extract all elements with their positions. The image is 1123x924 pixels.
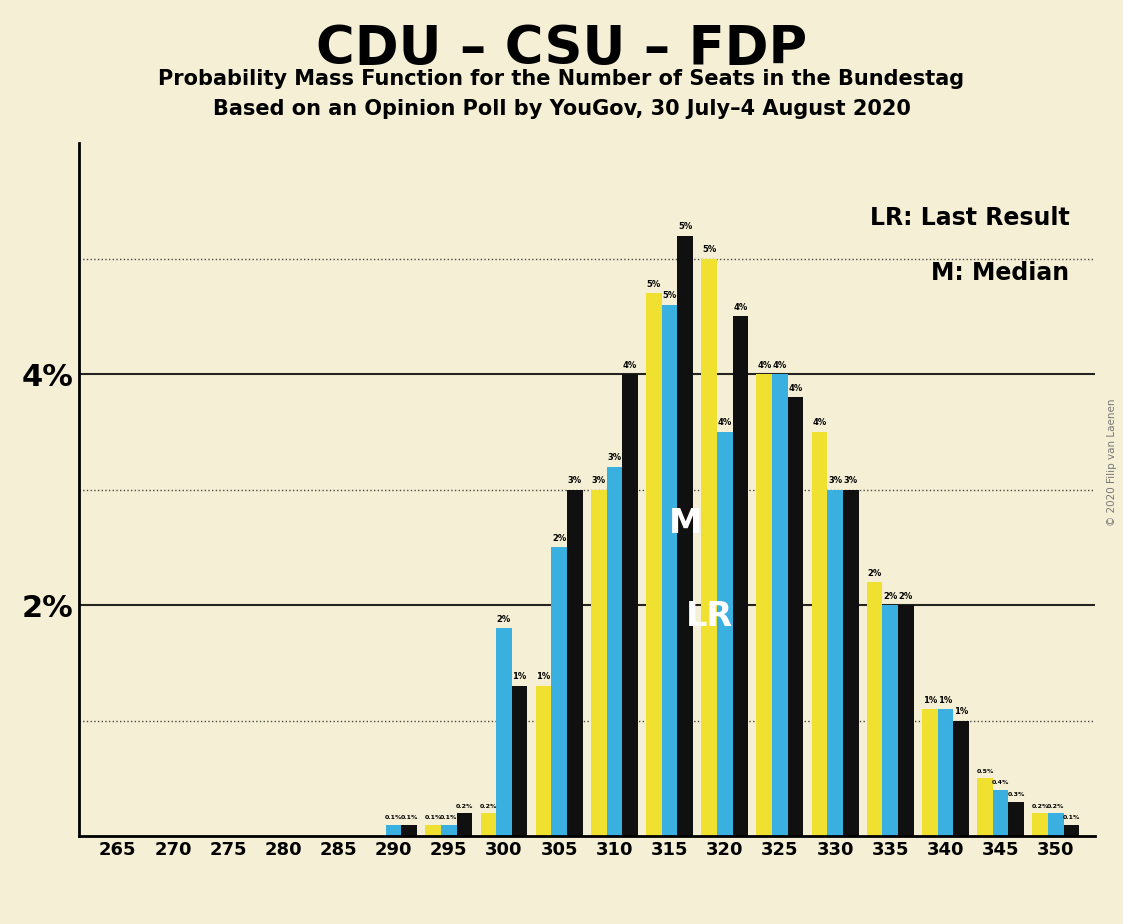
Bar (898, 605, 914, 836)
Text: 4%: 4% (812, 419, 827, 427)
Text: Based on an Opinion Poll by YouGov, 30 July–4 August 2020: Based on an Opinion Poll by YouGov, 30 J… (212, 99, 911, 119)
Bar (938, 710, 953, 836)
Bar (953, 721, 969, 836)
Bar (812, 432, 828, 836)
Bar (1048, 813, 1063, 836)
Bar (622, 374, 638, 836)
Bar (1063, 825, 1079, 836)
Text: 1%: 1% (939, 696, 952, 705)
Text: 2%: 2% (868, 568, 882, 578)
Bar (867, 582, 883, 836)
Text: M: Median: M: Median (931, 261, 1069, 285)
Text: 5%: 5% (647, 280, 661, 288)
Bar (773, 374, 787, 836)
Text: 3%: 3% (608, 453, 621, 462)
Bar (716, 432, 732, 836)
Text: 4%: 4% (623, 360, 637, 370)
Text: 3%: 3% (843, 476, 858, 485)
Text: 4%: 4% (788, 383, 803, 393)
Bar (661, 305, 677, 836)
Text: 0.2%: 0.2% (1032, 804, 1049, 808)
Bar (567, 490, 583, 836)
Bar (386, 825, 401, 836)
Bar (646, 294, 661, 836)
Bar (828, 490, 843, 836)
Bar (1032, 813, 1048, 836)
Text: 0.5%: 0.5% (976, 769, 994, 774)
Bar (757, 374, 773, 836)
Text: LR: LR (685, 601, 732, 633)
Text: 2%: 2% (898, 591, 913, 601)
Bar (426, 825, 441, 836)
Bar (512, 686, 528, 836)
Bar (677, 236, 693, 836)
Text: 2%: 2% (496, 614, 511, 624)
Text: 5%: 5% (678, 222, 692, 231)
Bar (441, 825, 457, 836)
Text: 0.3%: 0.3% (1007, 792, 1025, 796)
Text: 2%: 2% (883, 591, 897, 601)
Bar (551, 547, 567, 836)
Text: 0.2%: 0.2% (480, 804, 497, 808)
Bar (457, 813, 473, 836)
Bar (701, 259, 716, 836)
Bar (606, 467, 622, 836)
Text: 3%: 3% (568, 476, 582, 485)
Text: 4%: 4% (718, 419, 732, 427)
Text: 5%: 5% (663, 291, 677, 300)
Text: 4%: 4% (757, 360, 772, 370)
Text: 1%: 1% (512, 673, 527, 682)
Text: 0.1%: 0.1% (385, 815, 402, 821)
Bar (993, 790, 1008, 836)
Bar (481, 813, 496, 836)
Text: 4%: 4% (733, 303, 748, 312)
Text: 2%: 2% (553, 534, 566, 543)
Bar (787, 397, 803, 836)
Text: 0.1%: 0.1% (424, 815, 441, 821)
Text: 3%: 3% (592, 476, 605, 485)
Text: 3%: 3% (828, 476, 842, 485)
Text: CDU – CSU – FDP: CDU – CSU – FDP (316, 23, 807, 75)
Text: 0.1%: 0.1% (401, 815, 418, 821)
Text: 0.2%: 0.2% (456, 804, 473, 808)
Bar (977, 778, 993, 836)
Text: 1%: 1% (953, 707, 968, 716)
Text: 0.2%: 0.2% (1047, 804, 1065, 808)
Text: LR: Last Result: LR: Last Result (870, 206, 1069, 229)
Bar (922, 710, 938, 836)
Text: 4%: 4% (773, 360, 787, 370)
Bar (591, 490, 606, 836)
Bar (883, 605, 898, 836)
Text: 0.1%: 0.1% (1062, 815, 1080, 821)
Bar (401, 825, 417, 836)
Text: M: M (668, 507, 702, 541)
Bar (732, 316, 748, 836)
Text: Probability Mass Function for the Number of Seats in the Bundestag: Probability Mass Function for the Number… (158, 69, 965, 90)
Bar (843, 490, 859, 836)
Text: 0.4%: 0.4% (992, 781, 1010, 785)
Text: 1%: 1% (537, 673, 550, 682)
Text: 5%: 5% (702, 245, 716, 254)
Bar (496, 628, 512, 836)
Text: 1%: 1% (923, 696, 937, 705)
Text: © 2020 Filip van Laenen: © 2020 Filip van Laenen (1107, 398, 1117, 526)
Bar (536, 686, 551, 836)
Bar (1008, 802, 1024, 836)
Text: 0.1%: 0.1% (440, 815, 457, 821)
